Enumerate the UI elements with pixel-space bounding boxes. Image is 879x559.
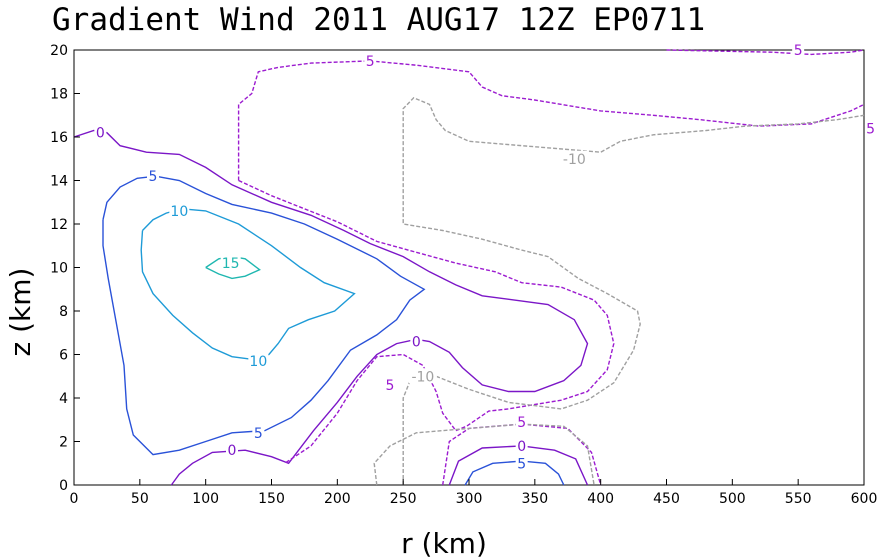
x-tick-label: 300 [456,491,483,507]
y-tick-label: 16 [50,130,68,146]
contour-lines [73,49,865,486]
contour-line-6 [237,60,865,181]
contour-line-3 [464,460,565,486]
y-tick-label: 12 [50,217,68,233]
contour-label: 5 [149,169,158,185]
contour-label-bg [410,333,423,349]
y-tick-label: 4 [59,391,68,407]
contour-line-11 [373,423,595,486]
contour-label-bg [226,442,238,458]
contour-label-bg [515,437,528,453]
contour-label: 5 [794,43,803,59]
y-axis-ticks: 0 2 4 6 8 10 12 14 16 18 20 [50,43,80,494]
contour-line-2 [102,175,426,456]
y-tick-label: 6 [59,348,68,364]
x-axis-ticks: 0 50 100 150 200 250 300 350 400 450 500 550 600 [70,479,878,507]
y-axis-label: z (km) [4,268,37,357]
x-tick-label: 350 [521,491,548,507]
contour-label-bg [252,424,265,440]
x-tick-label: 50 [131,491,149,507]
contour-line-1 [140,208,356,360]
contour-label: 0 [517,439,526,455]
contour-line-7 [238,179,615,464]
contour-label-bg [792,42,805,57]
contour-label: -10 [563,152,586,168]
x-tick-label: 550 [785,491,812,507]
x-tick-label: 100 [192,491,219,507]
contour-line-4 [73,129,589,486]
x-tick-label: 500 [719,491,746,507]
contour-label: 5 [517,456,526,472]
contour-label: 5 [366,54,375,70]
contour-label-bg [560,150,589,166]
chart-title: Gradient Wind 2011 AUG17 12Z EP0711 [52,2,705,38]
contour-line-10 [402,96,865,485]
y-tick-label: 18 [50,87,68,103]
contour-label-bg [364,52,377,68]
contour-label-bg [864,120,877,136]
x-tick-label: 200 [324,491,351,507]
x-tick-label: 450 [653,491,680,507]
plot-frame [73,49,865,486]
contour-line-9 [666,49,865,56]
contour-label: 10 [249,354,267,370]
contour-label: -10 [411,369,434,385]
y-tick-label: 10 [50,261,68,277]
contour-label: 0 [412,334,421,350]
contour-label-bg [220,255,241,271]
contour-label: 0 [228,443,237,459]
x-tick-label: 250 [390,491,417,507]
y-tick-label: 0 [59,478,68,494]
x-tick-label: 400 [587,491,614,507]
x-tick-label: 0 [70,491,79,507]
contour-label-bg [408,368,437,384]
x-tick-label: 600 [851,491,878,507]
contour-label: 5 [386,378,395,394]
contour-label-bg [94,124,107,140]
contour-label-bg [384,376,396,392]
y-tick-label: 14 [50,174,68,190]
y-tick-label: 20 [50,43,68,59]
contour-label: 15 [222,256,240,272]
y-tick-label: 8 [59,304,68,320]
contour-label: 5 [866,121,875,137]
contour-label: 0 [96,126,105,142]
contour-label-bg [248,353,269,369]
contour-label-bg [147,168,159,184]
x-axis-label: r (km) [401,527,487,559]
contour-label: 10 [170,204,188,220]
contour-label-bg [169,202,190,218]
contour-label-bg [515,455,528,471]
contour-label-bg [515,413,528,429]
y-tick-label: 2 [59,435,68,451]
contour-label: 5 [254,426,263,442]
x-tick-label: 150 [258,491,285,507]
contour-label: 5 [517,415,526,431]
